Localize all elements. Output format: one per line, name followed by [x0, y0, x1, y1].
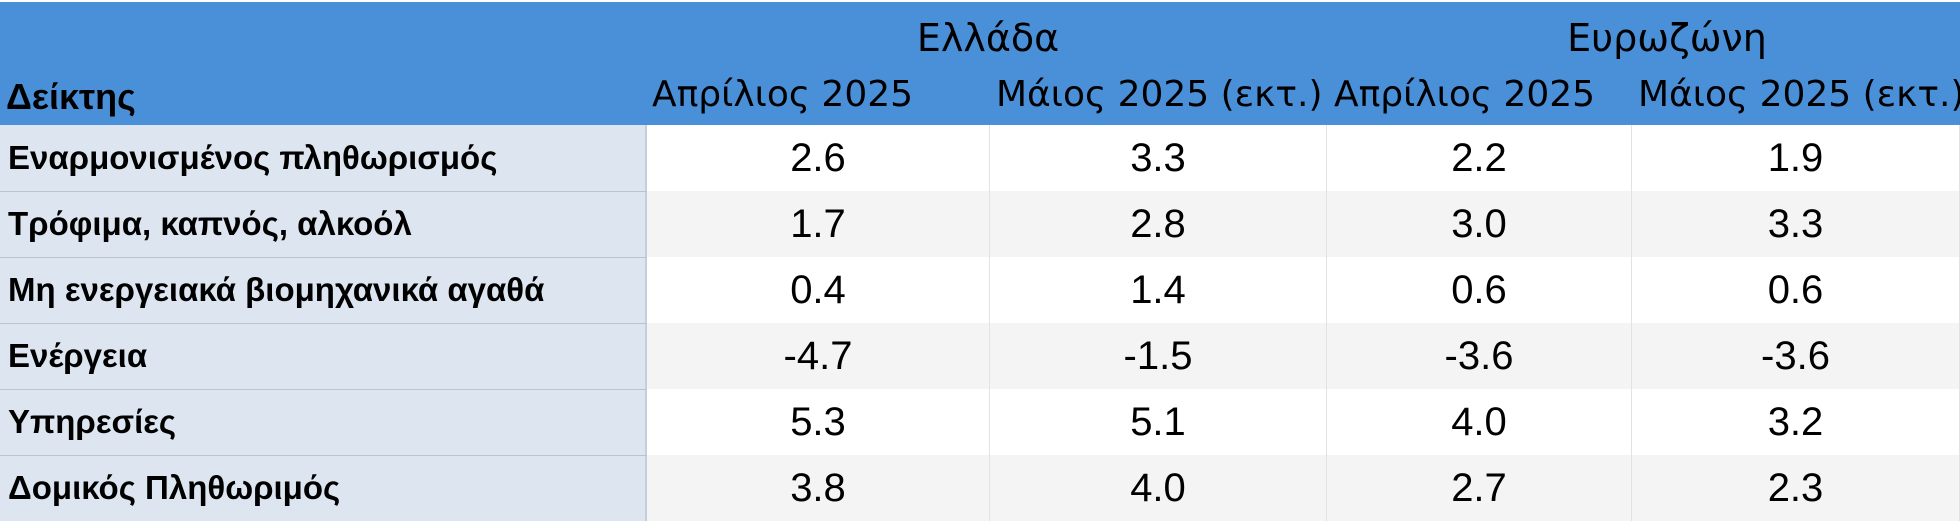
- row-separator: [0, 257, 647, 258]
- row-label-header: Δείκτης: [6, 76, 136, 117]
- value-cell: 0.4: [647, 257, 990, 323]
- value-cell: -1.5: [990, 323, 1327, 389]
- table-row: Ενέργεια -4.7 -1.5 -3.6 -3.6: [0, 323, 1960, 389]
- value-cell: 2.3: [1632, 455, 1960, 521]
- value-cell: 4.0: [1327, 389, 1632, 455]
- group-header-eurozone: Ευρωζώνη: [1567, 16, 1767, 60]
- row-label-cell: Εναρμονισμένος πληθωρισμός: [0, 125, 647, 191]
- row-label-cell: Μη ενεργειακά βιομηχανικά αγαθά: [0, 257, 647, 323]
- row-label: Τρόφιμα, καπνός, αλκοόλ: [8, 205, 412, 242]
- table-row: Δομικός Πληθωριμός 3.8 4.0 2.7 2.3: [0, 455, 1960, 521]
- row-separator: [0, 323, 647, 324]
- table-header: Ελλάδα Ευρωζώνη Δείκτης Απρίλιος 2025 Μά…: [0, 2, 1960, 125]
- value-cell: 3.3: [990, 125, 1327, 191]
- table-row: Τρόφιμα, καπνός, αλκοόλ 1.7 2.8 3.0 3.3: [0, 191, 1960, 257]
- value-cell: 2.7: [1327, 455, 1632, 521]
- table-row: Υπηρεσίες 5.3 5.1 4.0 3.2: [0, 389, 1960, 455]
- value-cell: 1.7: [647, 191, 990, 257]
- column-header-greece-april: Απρίλιος 2025: [652, 74, 914, 115]
- row-label: Εναρμονισμένος πληθωρισμός: [8, 139, 498, 176]
- value-cell: -3.6: [1632, 323, 1960, 389]
- value-cell: 3.8: [647, 455, 990, 521]
- group-header-greece: Ελλάδα: [916, 16, 1060, 60]
- table-row: Μη ενεργειακά βιομηχανικά αγαθά 0.4 1.4 0.6…: [0, 257, 1960, 323]
- value-cell: 3.0: [1327, 191, 1632, 257]
- value-cell: 3.2: [1632, 389, 1960, 455]
- row-label: Δομικός Πληθωριμός: [8, 469, 341, 506]
- row-label-cell: Τρόφιμα, καπνός, αλκοόλ: [0, 191, 647, 257]
- row-separator: [0, 389, 647, 390]
- value-cell: 4.0: [990, 455, 1327, 521]
- value-cell: 1.9: [1632, 125, 1960, 191]
- table-row: Εναρμονισμένος πληθωρισμός 2.6 3.3 2.2 1.9: [0, 125, 1960, 191]
- value-cell: 0.6: [1327, 257, 1632, 323]
- value-cell: 2.2: [1327, 125, 1632, 191]
- row-label: Ενέργεια: [8, 337, 148, 374]
- row-label-cell: Υπηρεσίες: [0, 389, 647, 455]
- row-label: Υπηρεσίες: [8, 403, 177, 440]
- value-cell: -3.6: [1327, 323, 1632, 389]
- column-header-eurozone-april: Απρίλιος 2025: [1334, 74, 1596, 115]
- value-cell: 5.1: [990, 389, 1327, 455]
- column-header-greece-may: Μάιος 2025 (εκτ.): [996, 74, 1323, 115]
- row-separator: [0, 455, 647, 456]
- value-cell: 2.6: [647, 125, 990, 191]
- column-header-eurozone-may: Μάιος 2025 (εκτ.): [1638, 74, 1960, 115]
- row-label-cell: Ενέργεια: [0, 323, 647, 389]
- row-label: Μη ενεργειακά βιομηχανικά αγαθά: [8, 271, 545, 308]
- value-cell: 5.3: [647, 389, 990, 455]
- value-cell: 3.3: [1632, 191, 1960, 257]
- row-label-cell: Δομικός Πληθωριμός: [0, 455, 647, 521]
- value-cell: 0.6: [1632, 257, 1960, 323]
- value-cell: 1.4: [990, 257, 1327, 323]
- value-cell: -4.7: [647, 323, 990, 389]
- value-cell: 2.8: [990, 191, 1327, 257]
- row-separator: [0, 191, 647, 192]
